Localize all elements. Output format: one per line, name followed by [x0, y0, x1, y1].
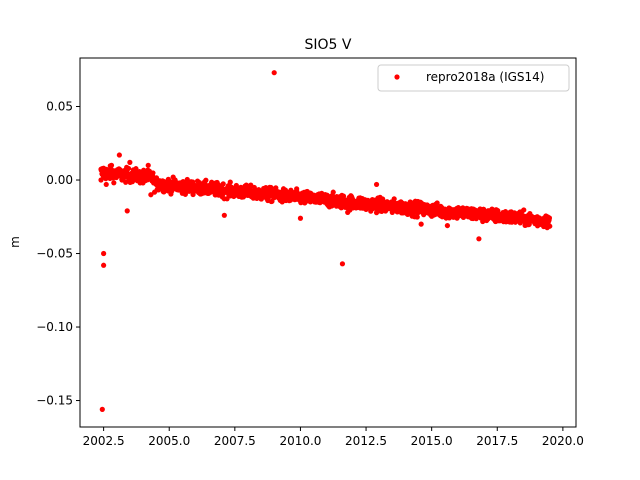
data-point: [140, 180, 146, 186]
x-tick-label: 2017.5: [476, 434, 518, 448]
data-point: [111, 180, 117, 186]
data-point: [544, 220, 550, 226]
data-point: [297, 215, 304, 221]
data-point: [127, 159, 133, 165]
data-point: [203, 177, 209, 183]
y-axis-label: m: [8, 236, 22, 248]
y-tick-label: −0.10: [36, 320, 73, 334]
data-point: [145, 162, 151, 168]
data-point: [245, 187, 251, 193]
x-tick-label: 2007.5: [214, 434, 256, 448]
data-point: [373, 181, 380, 188]
data-point: [429, 208, 435, 214]
data-point: [391, 196, 397, 202]
data-point: [220, 181, 226, 187]
data-point: [350, 205, 356, 211]
data-point: [363, 206, 369, 213]
data-point: [494, 215, 500, 221]
data-point: [101, 262, 107, 268]
data-point: [330, 189, 336, 195]
data-point: [402, 208, 409, 214]
data-point: [166, 186, 172, 192]
y-tick-label: 0.05: [46, 100, 73, 114]
data-point: [521, 207, 527, 213]
x-tick-label: 2015.0: [411, 434, 453, 448]
data-point: [119, 177, 125, 183]
x-tick-label: 2010.0: [279, 434, 321, 448]
data-point: [507, 217, 513, 223]
data-point: [179, 190, 185, 196]
data-point: [324, 200, 330, 207]
data-point: [442, 209, 448, 215]
plot-frame: [79, 57, 577, 428]
data-point: [547, 223, 553, 229]
data-point: [534, 217, 540, 223]
data-points: [98, 70, 553, 412]
x-tick-label: 2005.0: [148, 434, 190, 448]
data-point: [116, 152, 122, 158]
x-axis: 2002.5 2005.0 2007.5 2010.0 2012.5 2015.0 2017…: [83, 427, 584, 448]
x-tick-label: 2012.5: [345, 434, 387, 448]
data-point: [546, 215, 553, 221]
data-point: [150, 170, 156, 176]
data-point: [103, 181, 109, 188]
data-point: [258, 190, 264, 196]
data-point: [444, 222, 451, 229]
data-point: [345, 209, 351, 215]
data-point: [99, 406, 105, 412]
data-point: [389, 209, 395, 215]
data-point: [219, 186, 225, 192]
data-point: [415, 206, 422, 213]
data-point: [125, 165, 132, 172]
data-point: [284, 193, 290, 199]
legend-marker: [394, 74, 400, 80]
data-point: [481, 212, 487, 218]
data-point: [337, 203, 343, 210]
data-point: [455, 212, 461, 218]
data-point: [227, 179, 233, 185]
legend-label: repro2018a (IGS14): [426, 70, 544, 84]
data-point: [101, 250, 107, 257]
data-point: [520, 218, 527, 224]
data-point: [271, 70, 277, 76]
y-tick-label: −0.15: [36, 394, 73, 408]
data-point: [232, 192, 238, 198]
data-point: [135, 171, 141, 177]
x-tick-label: 2020.0: [542, 434, 584, 448]
data-point: [310, 198, 317, 204]
data-point: [340, 193, 347, 199]
data-point: [192, 183, 199, 189]
data-point: [98, 177, 104, 183]
y-tick-label: 0.00: [46, 173, 73, 187]
data-point: [468, 214, 474, 220]
data-point: [418, 221, 424, 227]
legend: repro2018a (IGS14): [377, 64, 570, 92]
data-point: [414, 214, 420, 220]
data-point: [221, 212, 227, 218]
data-point: [205, 189, 212, 195]
data-point: [273, 185, 279, 191]
chart-title: SIO5 V: [305, 37, 352, 53]
data-point: [156, 184, 162, 190]
y-tick-label: −0.05: [36, 247, 73, 261]
x-tick-label: 2002.5: [83, 434, 125, 448]
data-point: [124, 208, 130, 214]
data-point: [148, 192, 154, 198]
data-point: [339, 261, 346, 267]
data-point: [108, 162, 115, 168]
data-point: [114, 168, 120, 174]
data-point: [434, 200, 440, 206]
legend-box: [377, 64, 570, 92]
y-axis: 0.05 0.00 −0.05 −0.10 −0.15: [36, 100, 80, 408]
data-point: [476, 236, 482, 242]
data-point: [101, 165, 107, 171]
data-point: [271, 189, 277, 195]
data-point: [251, 184, 257, 191]
data-point: [376, 208, 382, 214]
data-point: [297, 195, 304, 201]
